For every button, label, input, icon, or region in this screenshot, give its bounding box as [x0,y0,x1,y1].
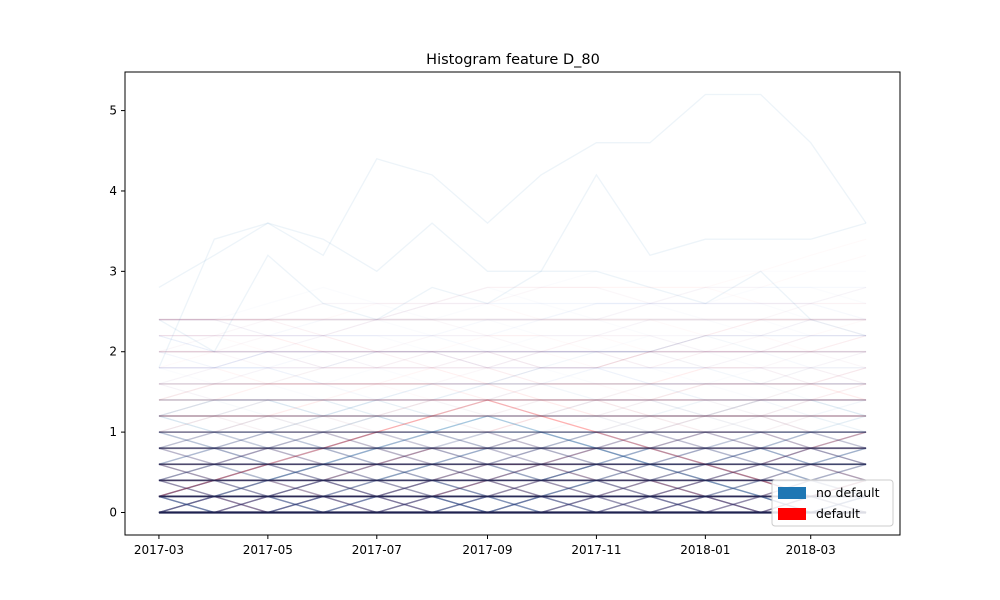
level-transition-trace [158,447,867,466]
x-tick-label: 2017-09 [462,543,512,557]
level-transition-trace [158,447,867,466]
series-line-1 [158,399,867,498]
legend-label-default: default [816,506,860,521]
legend: no default default [771,479,894,527]
series-line-3 [158,173,867,369]
level-transition-trace [158,479,867,498]
x-tick-label: 2017-11 [571,543,621,557]
series-line-2 [158,93,867,288]
level-transition-trace [158,495,867,514]
level-transition-trace [158,463,867,482]
x-tick-label: 2018-01 [680,543,730,557]
no-default-trace [158,399,867,465]
no-default-trace [158,415,867,497]
x-axis: 2017-03 2017-05 2017-07 2017-09 2017-11 2018-… [134,535,836,557]
level-transition-trace [158,463,867,482]
y-tick-label: 5 [109,104,117,118]
series-line-0 [158,415,867,514]
no-default-trace [158,447,867,514]
plot-lines [158,93,867,514]
level-transition-trace [158,431,867,449]
no-default-trace [158,479,867,498]
default-trace [158,479,867,514]
level-transition-trace [158,479,867,498]
y-tick-label: 0 [109,505,117,519]
level-transition-trace [158,495,867,514]
x-tick-label: 2017-07 [352,543,402,557]
level-transition-trace [158,447,867,466]
level-transition-trace [158,495,867,514]
y-axis: 0 1 2 3 4 5 [109,104,125,519]
level-transition-trace [158,431,867,449]
level-transition-trace [158,463,867,482]
y-tick-label: 2 [109,345,117,359]
series-line-4 [158,254,867,353]
level-transition-trace [158,479,867,498]
level-transition-trace [158,431,867,449]
legend-swatch-no-default [778,487,806,499]
x-tick-label: 2017-05 [243,543,293,557]
y-tick-label: 4 [109,184,117,198]
no-default-trace [158,335,867,465]
legend-swatch-default [778,508,806,520]
no-default-trace [158,415,867,497]
y-tick-label: 1 [109,425,117,439]
level-transition-trace [158,463,867,482]
legend-label-no-default: no default [816,485,880,500]
no-default-trace [158,463,867,514]
level-transition-trace [158,495,867,514]
x-tick-label: 2017-03 [134,543,184,557]
plot-frame [124,71,901,536]
level-transition-trace [158,431,867,449]
level-transition-trace [158,447,867,466]
x-tick-label: 2018-03 [786,543,836,557]
y-tick-label: 3 [109,264,117,278]
level-transition-trace [158,479,867,498]
chart-title: Histogram feature D_80 [426,52,600,68]
